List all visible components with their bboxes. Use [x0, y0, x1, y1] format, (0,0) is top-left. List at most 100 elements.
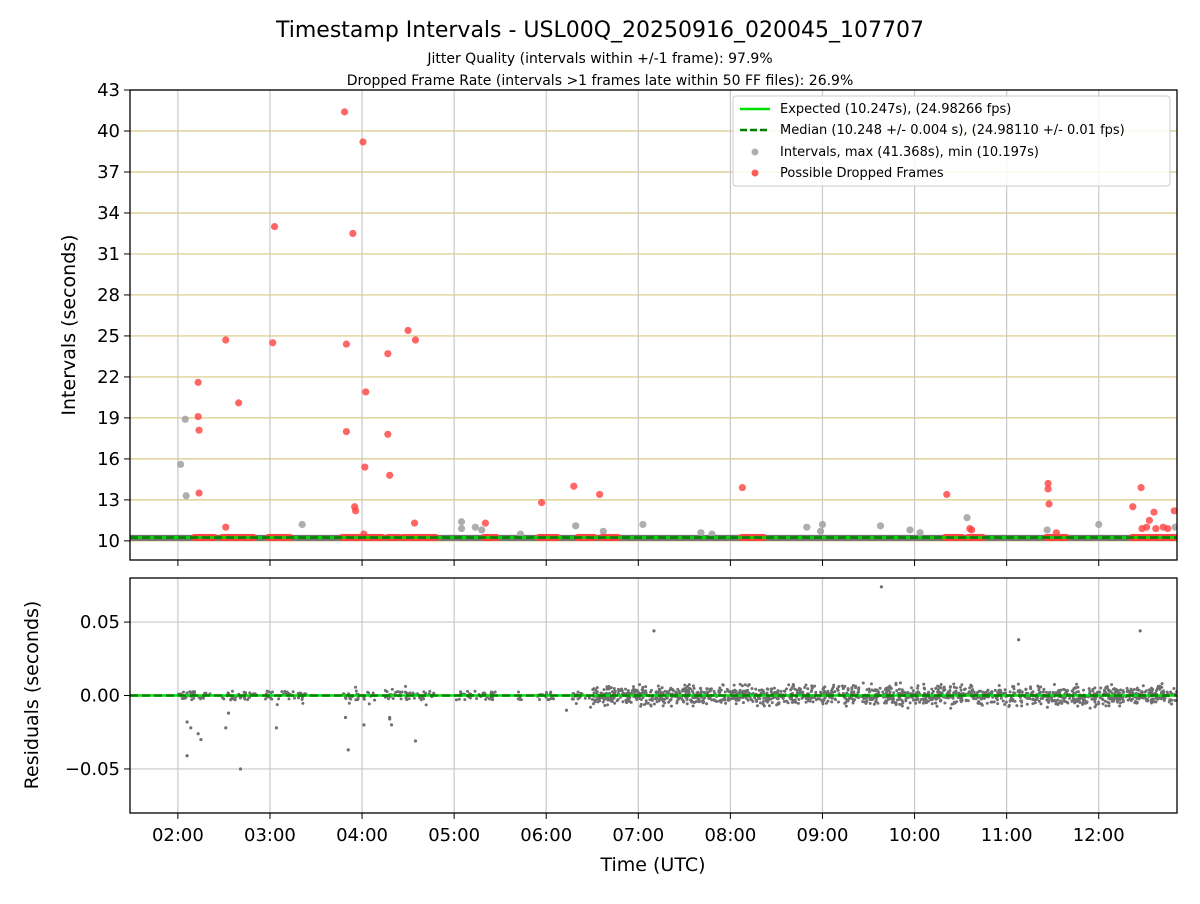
residual-point — [798, 687, 802, 691]
residual-point — [913, 698, 917, 702]
residual-point — [832, 683, 836, 687]
legend-intervals-swatch — [751, 148, 759, 156]
residual-point — [1083, 699, 1087, 703]
residual-point — [997, 688, 1001, 692]
residual-outlier-point — [238, 767, 243, 771]
dropped-frame-point — [1044, 479, 1052, 488]
x-axis-label: Time (UTC) — [599, 854, 705, 876]
residual-point — [418, 696, 422, 700]
residual-point — [734, 702, 738, 706]
residual-point — [1099, 686, 1103, 690]
residual-point — [621, 700, 625, 704]
dropped-frame-point — [1150, 508, 1158, 516]
residual-point — [1110, 683, 1114, 687]
y-tick-label: 25 — [97, 326, 120, 347]
residual-point — [922, 699, 926, 703]
x-tick-label: 06:00 — [520, 825, 572, 846]
residual-point — [870, 688, 874, 692]
residual-point — [980, 703, 984, 707]
residual-point — [764, 698, 768, 702]
residual-point — [804, 700, 808, 704]
residual-point — [685, 698, 689, 702]
residual-point — [654, 690, 658, 694]
residual-point — [1025, 702, 1029, 706]
residual-point — [1111, 687, 1115, 691]
dropped-frame-point — [943, 490, 951, 499]
residual-point — [1052, 691, 1056, 695]
residual-point — [948, 689, 952, 693]
residual-point — [1170, 702, 1174, 706]
residual-point — [684, 689, 688, 693]
residual-outlier-point — [185, 720, 189, 724]
residual-point — [679, 696, 683, 700]
interval-point — [876, 522, 885, 530]
residual-point — [1110, 691, 1114, 695]
residual-point — [869, 682, 873, 686]
residual-point — [1144, 689, 1148, 693]
residual-point — [830, 687, 834, 691]
residual-point — [916, 691, 920, 695]
residual-point — [1072, 687, 1076, 691]
residual-point — [1047, 699, 1051, 703]
residual-point — [669, 704, 673, 708]
residual-point — [1011, 684, 1015, 688]
residual-point — [620, 689, 624, 693]
residual-point — [938, 690, 942, 694]
residual-point — [1008, 690, 1012, 694]
residual-point — [644, 691, 648, 695]
residual-point — [952, 691, 956, 695]
residual-point — [723, 698, 727, 702]
residual-point — [1042, 687, 1046, 691]
interval-point — [478, 526, 486, 534]
residual-point — [691, 684, 695, 688]
residual-point — [1160, 682, 1164, 686]
residual-point — [1033, 701, 1037, 705]
residual-point — [803, 685, 807, 689]
residual-point — [979, 697, 983, 701]
x-tick-label: 10:00 — [889, 825, 941, 846]
dropped-frame-point — [1044, 485, 1052, 493]
residual-point — [1154, 689, 1158, 693]
residual-point — [810, 686, 814, 690]
residual-point — [1024, 688, 1028, 692]
residual-point — [703, 696, 707, 700]
residual-point — [481, 691, 485, 695]
residual-point — [834, 698, 838, 702]
residual-point — [687, 683, 691, 687]
residual-point — [518, 696, 522, 700]
interval-point — [471, 523, 479, 531]
residual-point — [296, 696, 300, 700]
y-tick-label: 28 — [97, 285, 120, 306]
residual-point — [373, 698, 377, 702]
residual-point — [1118, 701, 1122, 705]
residual-point — [718, 691, 722, 695]
residual-point — [676, 696, 680, 700]
residual-outlier-point — [413, 739, 418, 743]
residual-point — [909, 686, 913, 690]
residual-point — [953, 701, 957, 705]
residual-point — [1081, 701, 1085, 705]
residual-point — [432, 691, 436, 695]
residual-point — [761, 689, 765, 693]
dropped-frame-point — [342, 340, 350, 348]
residual-point — [602, 688, 606, 692]
residual-point — [724, 701, 728, 705]
residual-point — [758, 697, 762, 701]
residual-point — [1140, 691, 1144, 695]
residual-point — [762, 696, 766, 700]
interval-point — [906, 526, 914, 534]
residual-point — [826, 699, 830, 703]
residual-point — [755, 704, 759, 708]
residual-point — [1033, 698, 1037, 702]
residual-point — [740, 684, 744, 688]
x-tick-label: 05:00 — [428, 825, 480, 846]
residual-point — [727, 690, 731, 694]
residual-point — [951, 696, 955, 700]
residual-point — [804, 683, 808, 687]
residual-point — [608, 691, 612, 695]
residual-point — [800, 696, 804, 700]
residual-point — [387, 697, 391, 701]
residual-point — [767, 696, 771, 700]
residual-point — [1031, 702, 1035, 706]
residual-point — [804, 697, 808, 701]
